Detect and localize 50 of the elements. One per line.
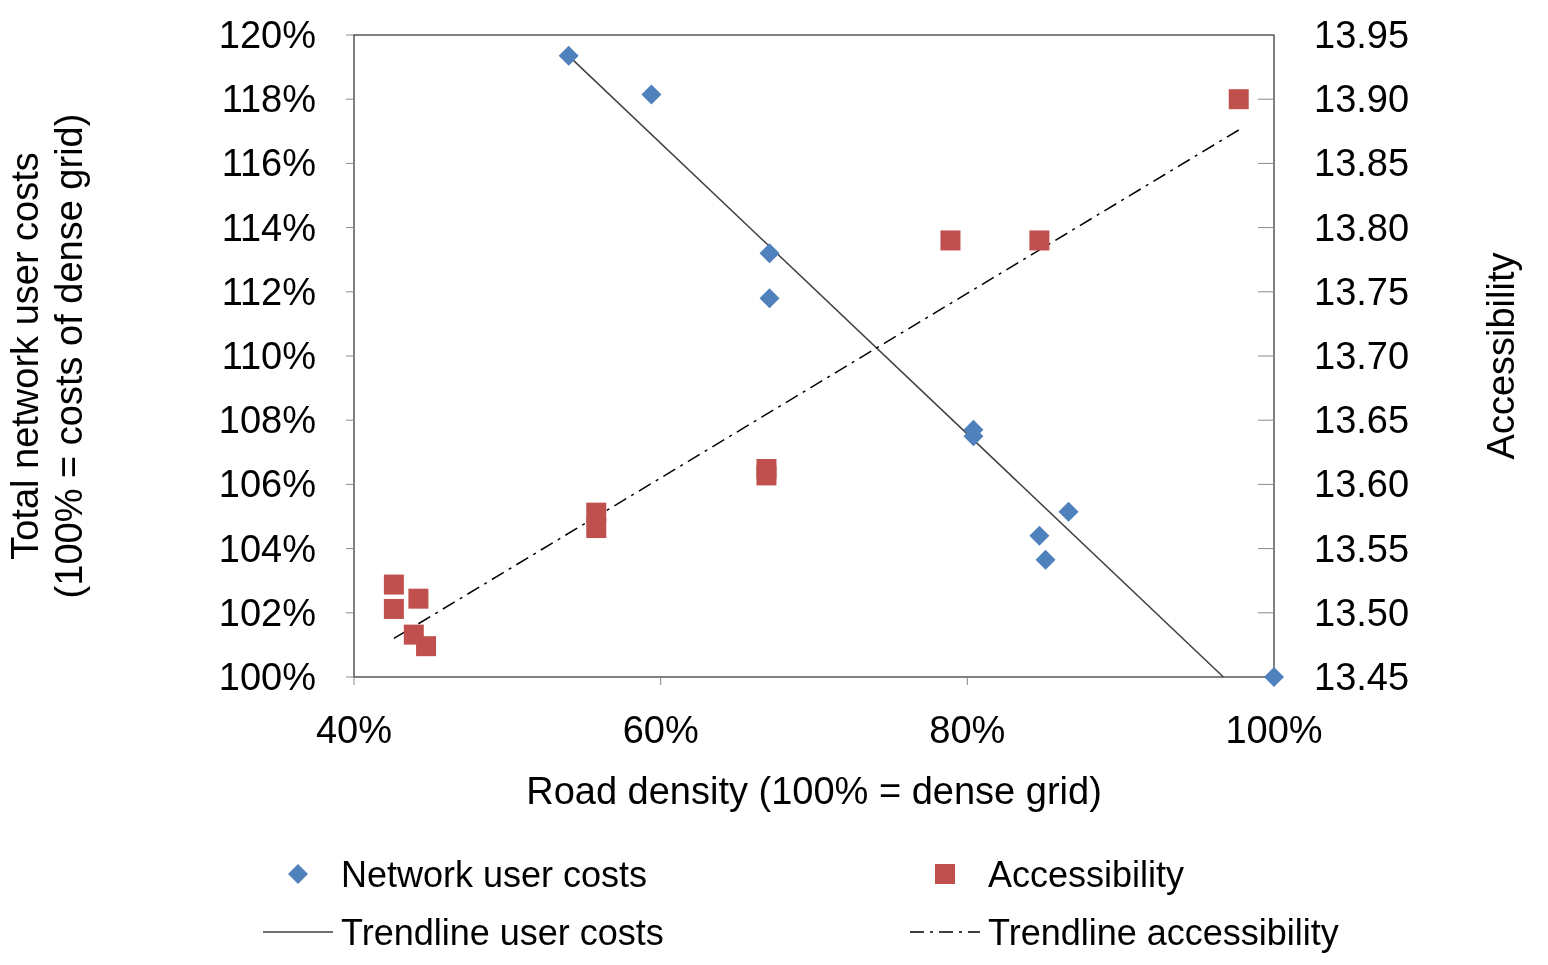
y2-tick-label: 13.70: [1314, 335, 1410, 377]
y2-tick-label: 13.85: [1314, 142, 1410, 185]
y2-tick-label: 13.75: [1314, 270, 1410, 313]
point: [586, 518, 607, 539]
point: [756, 465, 777, 486]
y-tick-label: 104%: [218, 527, 316, 570]
y-tick-label: 100%: [218, 656, 316, 698]
point: [759, 243, 780, 264]
point: [383, 574, 404, 595]
point: [1058, 501, 1079, 522]
y-tick-label: 120%: [218, 14, 316, 56]
legend-label: Accessibility: [988, 854, 1185, 895]
y-axis-title: Total network user costs (100% = costs of dense grid): [4, 113, 90, 599]
x-tick-label: 80%: [929, 709, 1006, 751]
y2-tick-label: 13.50: [1314, 591, 1410, 634]
y-tick-label: 116%: [221, 142, 316, 185]
y-tick-label: 110%: [221, 335, 316, 377]
point: [641, 84, 662, 105]
point: [1264, 667, 1284, 687]
y2-tick-label: 13.65: [1314, 399, 1410, 442]
y2-tick-label: 13.60: [1314, 463, 1410, 506]
y-tick-label: 118%: [221, 78, 316, 121]
y2-tick-label: 13.55: [1314, 527, 1410, 570]
legend-label: Trendline accessibility: [988, 912, 1339, 953]
point: [759, 288, 780, 309]
y-tick-label: 112%: [221, 270, 316, 313]
point: [558, 45, 579, 66]
y2-tick-label: 13.80: [1314, 206, 1410, 249]
y2-tick-label: 13.90: [1314, 78, 1410, 121]
y-tick-label: 108%: [218, 399, 316, 442]
point: [940, 230, 961, 251]
point: [1029, 230, 1050, 251]
y2-axis-title: Accessibility: [1480, 252, 1522, 460]
y2-tick-label: 13.95: [1314, 14, 1410, 56]
legend-label: Network user costs: [341, 854, 648, 895]
point: [416, 636, 437, 657]
y-tick-label: 114%: [221, 206, 316, 249]
point: [1029, 525, 1050, 546]
point: [1035, 549, 1056, 570]
x-tick-label: 60%: [622, 709, 699, 751]
y-tick-label: 106%: [218, 463, 316, 506]
x-tick-label: 100%: [1225, 709, 1323, 751]
point: [408, 588, 429, 609]
point: [383, 598, 404, 619]
y2-tick-label: 13.45: [1314, 656, 1410, 698]
x-axis-title: Road density (100% = dense grid): [526, 770, 1102, 812]
x-tick-label: 40%: [315, 709, 393, 751]
y-tick-label: 102%: [218, 591, 316, 634]
point: [1228, 89, 1249, 110]
legend-label: Trendline user costs: [341, 912, 664, 953]
